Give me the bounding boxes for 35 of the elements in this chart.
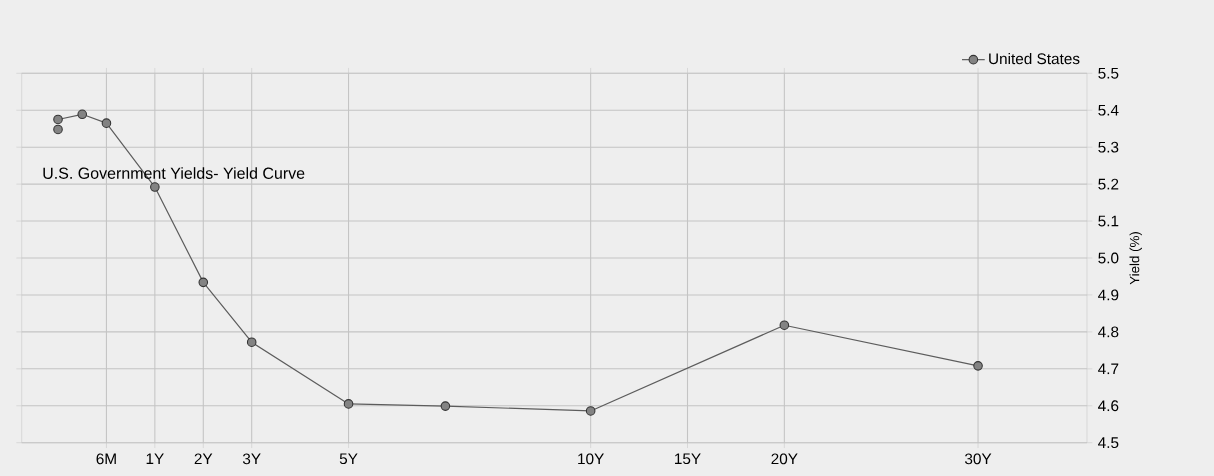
y-tick-label: 5.3 [1098, 141, 1119, 153]
y-tick-label: 4.7 [1098, 363, 1119, 375]
x-tick-label: 30Y [964, 453, 992, 465]
x-tick-label: 10Y [578, 453, 604, 465]
point [53, 114, 63, 125]
x-tick-label: 5Y [339, 453, 358, 465]
x-tick-label: 6M [96, 453, 116, 465]
x-tick-label: 20Y [771, 453, 798, 465]
x-tick-label: 1Y [146, 453, 164, 464]
y-tick-label: 4.9 [1098, 289, 1119, 301]
x-tick-label: 15Y [675, 453, 701, 465]
y-tick-label: 5.0 [1098, 252, 1119, 264]
y-axis-title: Yield (%) [1129, 232, 1142, 285]
text: U.S. Government Yields- Yield Curve [43, 167, 305, 179]
y-tick-label: 5.4 [1098, 104, 1119, 116]
point [585, 406, 596, 416]
x-tick-label: 2Y [194, 453, 213, 465]
y-tick-label: 5.5 [1098, 67, 1119, 79]
point [101, 118, 112, 128]
point [973, 361, 983, 371]
point [246, 337, 257, 348]
point [77, 109, 88, 120]
y-tick-label: 4.6 [1098, 400, 1119, 412]
y-tick-label: 4.8 [1098, 326, 1119, 338]
point [779, 320, 790, 331]
point [440, 401, 451, 411]
legend-label: United States [989, 52, 1080, 65]
y-tick-label: 5.2 [1098, 178, 1119, 190]
x-tick-label: 3Y [242, 453, 261, 465]
point [343, 399, 354, 409]
point [53, 124, 63, 135]
point [198, 277, 209, 288]
y-tick-label: 5.1 [1098, 215, 1119, 227]
point [150, 182, 160, 192]
y-tick-label: 4.5 [1098, 437, 1119, 449]
